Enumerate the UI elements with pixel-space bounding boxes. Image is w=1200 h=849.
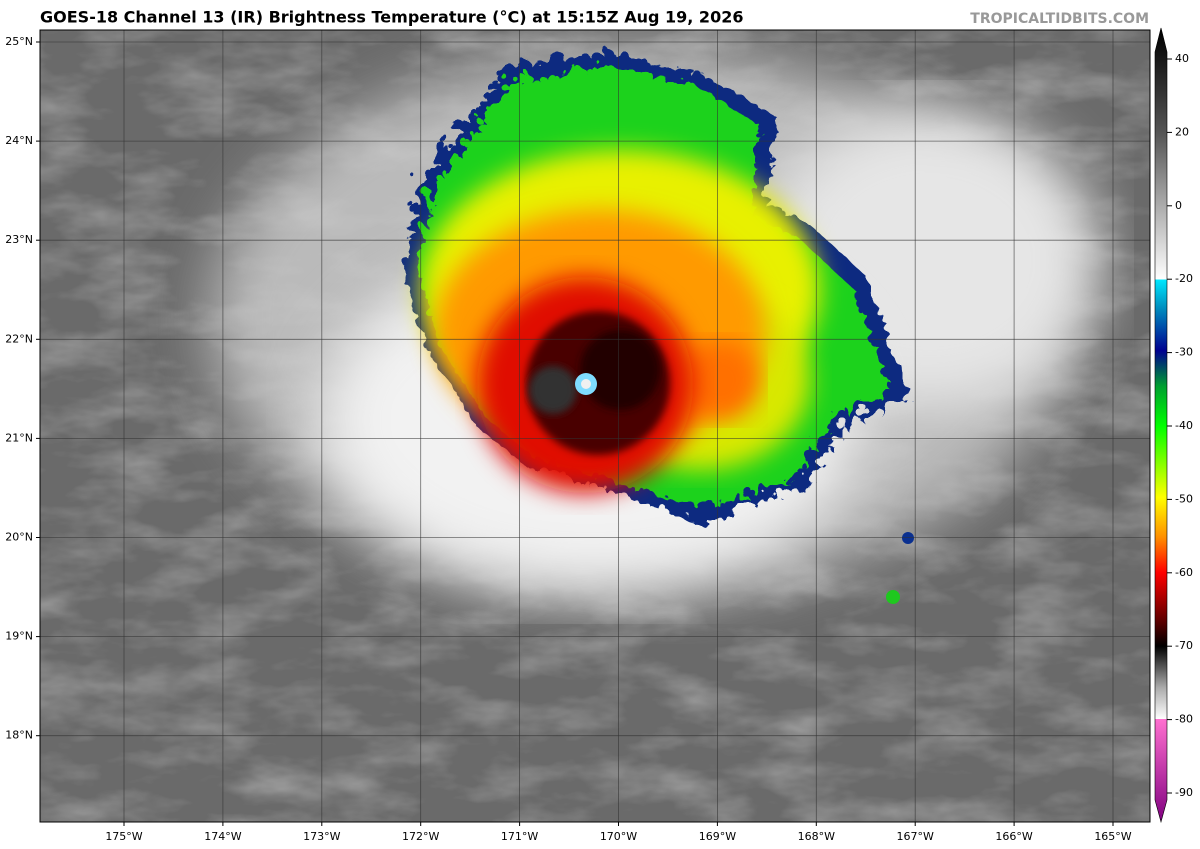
lon-label: 169°W bbox=[699, 830, 736, 843]
graticule bbox=[40, 30, 1150, 822]
lon-label: 172°W bbox=[402, 830, 439, 843]
lon-label: 167°W bbox=[897, 830, 934, 843]
labels: 25°N 24°N 23°N 22°N 21°N 20°N 19°N 18°N 175°W 174… bbox=[5, 35, 1193, 843]
lat-label: 22°N bbox=[5, 332, 33, 345]
lon-label: 175°W bbox=[105, 830, 142, 843]
colorbar-label: -50 bbox=[1175, 492, 1193, 505]
map-title: GOES-18 Channel 13 (IR) Brightness Tempe… bbox=[40, 8, 743, 27]
imagery bbox=[40, 30, 1150, 822]
lon-label: 166°W bbox=[995, 830, 1032, 843]
lon-label: 174°W bbox=[204, 830, 241, 843]
colorbar-label: 0 bbox=[1175, 199, 1182, 212]
colorbar-label: -30 bbox=[1175, 346, 1193, 359]
lon-label: 171°W bbox=[501, 830, 538, 843]
colorbar-label: -60 bbox=[1175, 566, 1193, 579]
lon-label: 173°W bbox=[303, 830, 340, 843]
lon-label: 170°W bbox=[600, 830, 637, 843]
colorbar-label: -40 bbox=[1175, 419, 1193, 432]
colorbar-label: -20 bbox=[1175, 272, 1193, 285]
watermark: TROPICALTIDBITS.COM bbox=[970, 11, 1149, 27]
map-frame bbox=[39, 29, 1151, 823]
lon-label: 168°W bbox=[798, 830, 835, 843]
lat-label: 19°N bbox=[5, 630, 33, 643]
lat-label: 20°N bbox=[5, 531, 33, 544]
lat-label: 21°N bbox=[5, 431, 33, 444]
lat-label: 23°N bbox=[5, 233, 33, 246]
lat-label: 24°N bbox=[5, 134, 33, 147]
lat-label: 25°N bbox=[5, 35, 33, 48]
colorbar-label: 40 bbox=[1175, 52, 1189, 65]
colorbar-label: -80 bbox=[1175, 713, 1193, 726]
colorbar bbox=[1154, 27, 1168, 824]
colorbar-label: 20 bbox=[1175, 125, 1189, 138]
lon-label: 165°W bbox=[1094, 830, 1131, 843]
colorbar-label: -70 bbox=[1175, 639, 1193, 652]
lat-label: 18°N bbox=[5, 729, 33, 742]
colorbar-label: -90 bbox=[1175, 786, 1193, 799]
